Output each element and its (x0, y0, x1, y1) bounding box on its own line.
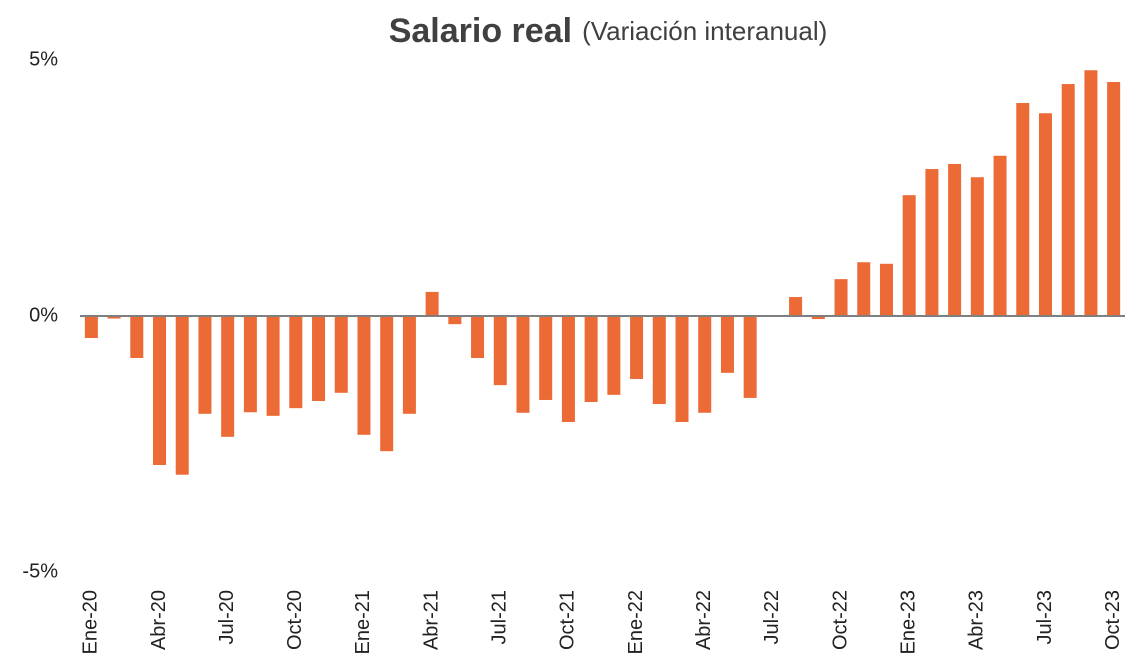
bar (380, 316, 394, 452)
bar (243, 316, 257, 413)
bar (175, 316, 189, 475)
bar (811, 316, 825, 320)
bar (584, 316, 598, 403)
bar (1084, 70, 1098, 317)
bar (879, 263, 893, 316)
chart-title-group: Salario real (Variación interanual) (389, 12, 828, 50)
bar (857, 262, 871, 316)
bar (834, 279, 848, 316)
bar (1107, 82, 1121, 317)
bar (789, 297, 803, 316)
x-tick-label: Abr-21 (420, 590, 442, 650)
bar (516, 316, 530, 413)
bar (743, 316, 757, 398)
y-tick-label: -5% (22, 560, 58, 582)
y-tick-label: 0% (29, 304, 58, 326)
bar (948, 163, 962, 316)
x-tick-label: Ene-20 (80, 590, 102, 655)
x-tick-label: Abr-23 (966, 590, 988, 650)
chart-subtitle: (Variación interanual) (582, 16, 827, 46)
bar (1061, 84, 1075, 317)
chart-title: Salario real (389, 12, 572, 50)
bar (448, 316, 462, 325)
bar (1038, 113, 1052, 316)
bar (698, 316, 712, 413)
bar (607, 316, 621, 395)
x-tick-label: Jul-23 (1034, 590, 1056, 644)
bar (221, 316, 235, 437)
x-tick-label: Jul-22 (761, 590, 783, 644)
bar (130, 316, 144, 358)
bar (630, 316, 644, 379)
bar (312, 316, 326, 401)
bar (493, 316, 507, 386)
x-tick-label: Abr-20 (148, 590, 170, 650)
bar (675, 316, 689, 422)
bar (198, 316, 212, 414)
x-tick-label: Oct-21 (557, 590, 579, 650)
bar (153, 316, 167, 465)
bar (561, 316, 575, 422)
bar (402, 316, 416, 414)
bar (107, 316, 121, 319)
x-tick-label: Oct-22 (829, 590, 851, 650)
bar (471, 316, 485, 358)
x-tick-label: Ene-21 (352, 590, 374, 655)
bar (84, 316, 98, 339)
x-tick-label: Jul-20 (216, 590, 238, 644)
bar (902, 195, 916, 316)
bar (993, 155, 1007, 316)
x-tick-label: Oct-20 (284, 590, 306, 650)
y-tick-label: 5% (29, 48, 58, 70)
bar (334, 316, 348, 393)
x-tick-label: Oct-23 (1102, 590, 1124, 650)
x-tick-label: Jul-21 (489, 590, 511, 644)
bar (266, 316, 280, 416)
bar (652, 316, 666, 405)
bar (925, 169, 939, 316)
bar (425, 291, 439, 316)
x-tick-label: Ene-23 (897, 590, 919, 655)
bar (720, 316, 734, 373)
x-tick-label: Abr-22 (693, 590, 715, 650)
bar (289, 316, 303, 409)
bar (1016, 103, 1030, 317)
bar (539, 316, 553, 400)
bar (970, 177, 984, 316)
bar (357, 316, 371, 435)
x-tick-label: Ene-22 (625, 590, 647, 655)
